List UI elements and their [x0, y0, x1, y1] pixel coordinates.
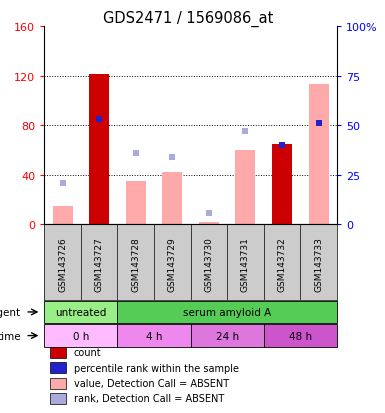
Bar — [52, 206, 73, 225]
Bar — [117, 325, 191, 347]
Text: untreated: untreated — [55, 307, 107, 317]
Bar — [50, 377, 66, 389]
Text: 24 h: 24 h — [216, 331, 239, 341]
Text: GSM143731: GSM143731 — [241, 236, 250, 291]
Text: GSM143726: GSM143726 — [58, 236, 67, 291]
Text: GSM143733: GSM143733 — [314, 236, 323, 291]
Bar — [191, 325, 264, 347]
Text: GSM143729: GSM143729 — [168, 236, 177, 291]
Bar — [199, 223, 219, 225]
Bar — [235, 151, 256, 225]
Text: GSM143730: GSM143730 — [204, 236, 213, 291]
Text: time: time — [0, 331, 21, 341]
Text: 4 h: 4 h — [146, 331, 162, 341]
Bar — [117, 301, 337, 323]
Bar — [44, 325, 117, 347]
Text: serum amyloid A: serum amyloid A — [183, 307, 271, 317]
Text: rank, Detection Call = ABSENT: rank, Detection Call = ABSENT — [74, 394, 224, 404]
Text: GSM143732: GSM143732 — [278, 236, 286, 291]
Bar — [126, 182, 146, 225]
Bar — [162, 173, 182, 225]
Text: GDS2471 / 1569086_at: GDS2471 / 1569086_at — [104, 10, 274, 26]
Text: count: count — [74, 347, 101, 357]
Text: 0 h: 0 h — [73, 331, 89, 341]
Bar — [50, 393, 66, 404]
Bar — [272, 145, 292, 225]
Text: GSM143727: GSM143727 — [95, 236, 104, 291]
Text: agent: agent — [0, 307, 21, 317]
Text: GSM143728: GSM143728 — [131, 236, 140, 291]
Bar — [50, 347, 66, 358]
Bar — [308, 85, 329, 225]
Bar — [44, 301, 117, 323]
Bar — [50, 362, 66, 373]
Text: value, Detection Call = ABSENT: value, Detection Call = ABSENT — [74, 378, 229, 388]
Text: 48 h: 48 h — [289, 331, 312, 341]
Bar — [264, 325, 337, 347]
Bar — [89, 75, 109, 225]
Text: percentile rank within the sample: percentile rank within the sample — [74, 363, 239, 373]
